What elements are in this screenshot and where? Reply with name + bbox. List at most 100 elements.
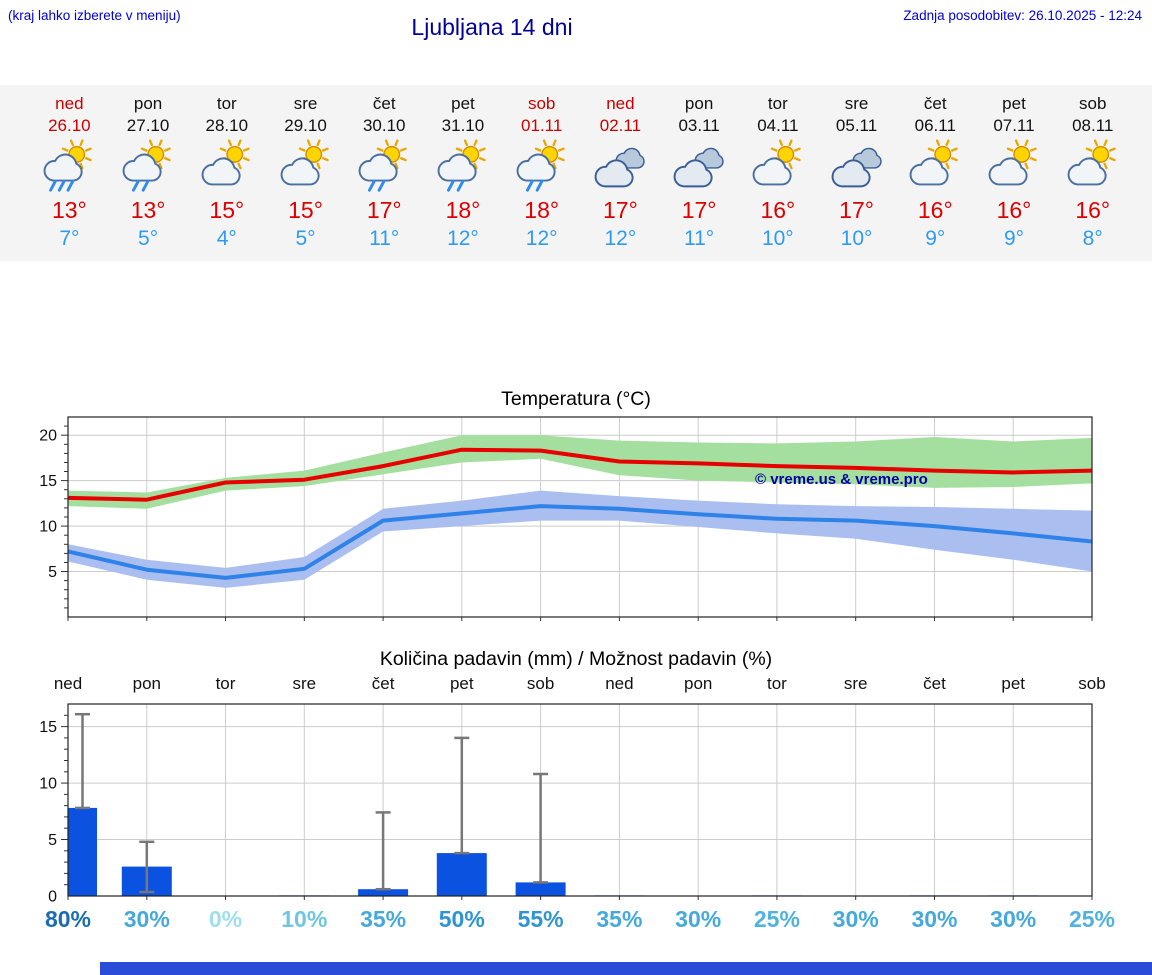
precip-day-label: sre (292, 674, 317, 693)
precipitation-chart-title: Količina padavin (mm) / Možnost padavin … (379, 648, 773, 670)
sun-cloud-icon (266, 137, 345, 195)
precip-probability: 30% (990, 906, 1037, 932)
day-column: pet 31.10 18° 12° (424, 93, 503, 261)
temperature-chart: 5 10 15 20 © vreme.us & vreme.pro (39, 416, 1093, 621)
precip-range-whiskers (75, 712, 549, 894)
temp-min: 12° (447, 227, 479, 250)
day-name: čet (923, 94, 947, 113)
temp-min: 5° (138, 227, 159, 250)
temp-min: 11° (369, 227, 400, 250)
svg-text:10: 10 (39, 519, 57, 536)
day-date: 08.11 (1072, 116, 1114, 135)
sun-cloud-icon (187, 137, 266, 195)
day-date: 28.10 (205, 116, 249, 135)
precip-probability-row: 80% 30% 0% 10% 35% 50% 55% 35% 30% 25% 30% 30% 30% 25… (0, 906, 1152, 938)
day-name: sob (1078, 94, 1107, 113)
day-column: tor 04.11 16° 10° (738, 93, 817, 261)
temp-max: 18° (445, 197, 481, 223)
sun-cloud-icon (896, 137, 975, 195)
temp-min: 4° (216, 227, 237, 250)
temp-max: 15° (288, 197, 323, 223)
precip-probability: 30% (911, 906, 958, 932)
sun-cloud-rain2-icon (502, 137, 581, 195)
day-date: 02.11 (599, 116, 642, 135)
temp-max: 18° (524, 197, 560, 223)
day-name: tor (216, 94, 237, 113)
footer-bar (100, 962, 1152, 975)
temp-min: 12° (525, 227, 558, 250)
temp-max: 17° (366, 197, 402, 223)
precip-probability: 50% (438, 906, 485, 932)
temperature-chart-title: Temperatura (°C) (501, 388, 651, 410)
svg-text:5: 5 (48, 832, 57, 849)
day-date: 29.10 (284, 116, 327, 135)
day-name: sre (293, 94, 318, 113)
svg-text:20: 20 (39, 428, 57, 445)
svg-text:15: 15 (39, 719, 57, 736)
day-column: sre 05.11 17° 10° (817, 93, 896, 261)
day-column: sob 08.11 16° 8° (1053, 93, 1132, 261)
svg-text:0: 0 (48, 889, 57, 905)
precip-probability: 25% (1068, 906, 1116, 932)
precip-day-labels: ned pon tor sre čet pet sob ned pon tor sre čet pet s… (0, 672, 1152, 698)
temp-min: 5° (295, 227, 316, 250)
temp-min: 12° (604, 227, 637, 250)
watermark: © vreme.us & vreme.pro (755, 471, 928, 488)
day-column: čet 06.11 16° 9° (896, 93, 975, 261)
day-name: sre (844, 94, 869, 113)
last-updated: Zadnja posodobitev: 26.10.2025 - 12:24 (903, 8, 1142, 23)
temp-max: 16° (760, 197, 796, 223)
cloudy-icon (581, 137, 660, 195)
precip-day-label: sre (843, 674, 868, 693)
precip-day-label: tor (215, 674, 236, 693)
temp-min: 11° (684, 227, 715, 250)
temp-min: 10° (840, 227, 873, 250)
temp-max: 16° (996, 197, 1032, 223)
precip-day-label: sob (526, 674, 555, 693)
day-column: pon 03.11 17° 11° (660, 93, 739, 261)
day-column: čet 30.10 17° 11° (345, 93, 424, 261)
svg-text:5: 5 (48, 564, 57, 581)
temp-max: 13° (51, 197, 87, 223)
page-title: Ljubljana 14 dni (411, 14, 573, 40)
precip-day-label: sob (1078, 674, 1106, 693)
header: (kraj lahko izberete v meniju) Ljubljana… (0, 0, 1152, 46)
day-date: 04.11 (757, 116, 799, 135)
precip-day-label: pet (1001, 674, 1025, 693)
precip-probability: 30% (832, 906, 879, 932)
day-date: 07.11 (993, 116, 1035, 135)
day-name: čet (372, 94, 396, 113)
precip-day-label: pon (132, 674, 161, 693)
precip-probability: 35% (360, 906, 407, 932)
day-date: 06.11 (914, 116, 956, 135)
day-date: 01.11 (521, 116, 563, 135)
precip-probability: 0% (208, 906, 243, 932)
day-date: 05.11 (835, 116, 878, 135)
temp-max: 15° (209, 197, 245, 223)
sun-cloud-rain2-icon (345, 137, 424, 195)
day-column: sre 29.10 15° 5° (266, 93, 345, 261)
day-date: 30.10 (362, 116, 406, 135)
temp-max: 16° (1075, 197, 1111, 223)
temp-max: 17° (603, 197, 638, 223)
day-date: 31.10 (441, 116, 485, 135)
day-column: tor 28.10 15° 4° (187, 93, 266, 261)
forecast-days-strip: ned 26.10 13° 7° pon 27.10 13° 5° tor 28.10 15° 4° s… (0, 85, 1152, 261)
sun-cloud-rain2-icon (424, 137, 503, 195)
day-date: 03.11 (678, 116, 720, 135)
precip-day-label: čet (371, 674, 395, 693)
sun-cloud-icon (738, 137, 817, 195)
temp-min: 8° (1082, 227, 1103, 250)
temp-min: 10° (761, 227, 794, 250)
temp-max: 13° (130, 197, 166, 223)
precip-probability: 35% (596, 906, 643, 932)
cloudy-icon (660, 137, 739, 195)
precip-probability: 30% (675, 906, 722, 932)
precip-probability: 25% (753, 906, 800, 932)
day-column: ned 02.11 17° 12° (581, 93, 660, 261)
day-date: 27.10 (126, 116, 170, 135)
day-name: pet (451, 94, 475, 113)
cloudy-icon (817, 137, 896, 195)
day-name: pon (133, 94, 163, 113)
precip-day-label: ned (605, 674, 634, 693)
